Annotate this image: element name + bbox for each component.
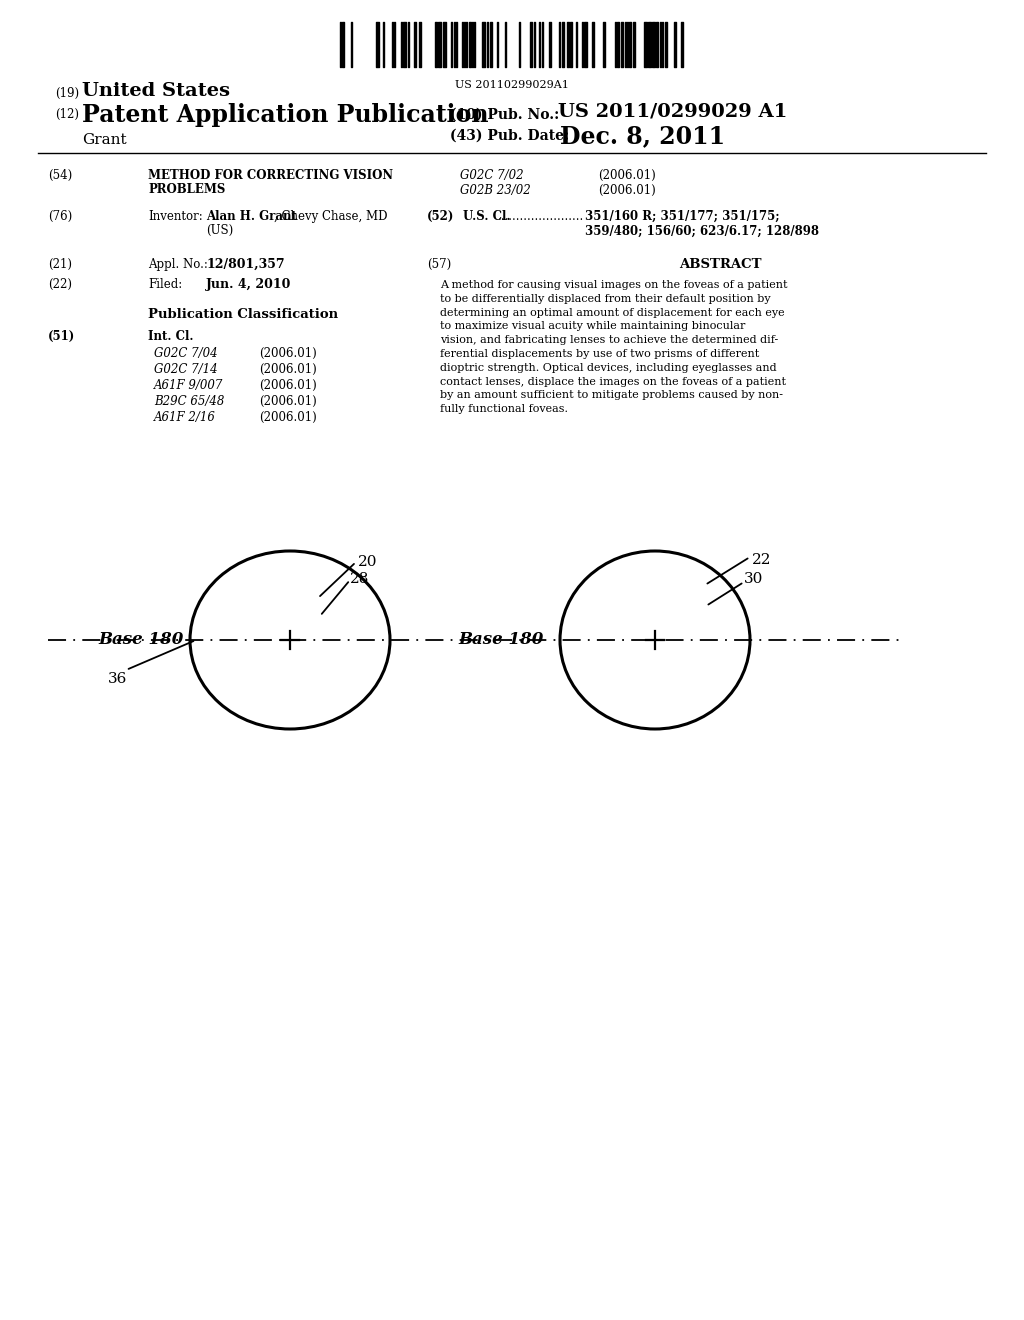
Text: US 2011/0299029 A1: US 2011/0299029 A1 <box>558 103 787 121</box>
Text: (52): (52) <box>427 210 455 223</box>
Text: G02C 7/02: G02C 7/02 <box>460 169 523 182</box>
Text: U.S. Cl.: U.S. Cl. <box>463 210 511 223</box>
Text: G02C 7/14: G02C 7/14 <box>154 363 218 376</box>
Text: (21): (21) <box>48 257 72 271</box>
Text: Dec. 8, 2011: Dec. 8, 2011 <box>560 124 725 148</box>
Text: Alan H. Grant: Alan H. Grant <box>206 210 297 223</box>
Text: (2006.01): (2006.01) <box>259 379 316 392</box>
Text: (US): (US) <box>206 224 233 238</box>
Text: A61F 9/007: A61F 9/007 <box>154 379 223 392</box>
Text: , Chevy Chase, MD: , Chevy Chase, MD <box>274 210 387 223</box>
Text: United States: United States <box>82 82 230 100</box>
Text: Publication Classification: Publication Classification <box>148 308 338 321</box>
Text: Jun. 4, 2010: Jun. 4, 2010 <box>206 279 292 290</box>
Text: Appl. No.:: Appl. No.: <box>148 257 208 271</box>
Text: (57): (57) <box>427 257 452 271</box>
Text: (76): (76) <box>48 210 73 223</box>
Text: A61F 2/16: A61F 2/16 <box>154 411 216 424</box>
Text: vision, and fabricating lenses to achieve the determined dif-: vision, and fabricating lenses to achiev… <box>440 335 778 346</box>
Text: Base 180: Base 180 <box>458 631 544 648</box>
Text: B29C 65/48: B29C 65/48 <box>154 395 224 408</box>
Text: 12/801,357: 12/801,357 <box>206 257 285 271</box>
Text: (54): (54) <box>48 169 73 182</box>
Text: 28: 28 <box>350 572 370 586</box>
Text: (43) Pub. Date:: (43) Pub. Date: <box>450 129 569 143</box>
Text: Inventor:: Inventor: <box>148 210 203 223</box>
Text: Patent Application Publication: Patent Application Publication <box>82 103 488 127</box>
Text: ferential displacements by use of two prisms of different: ferential displacements by use of two pr… <box>440 348 759 359</box>
Text: 359/480; 156/60; 623/6.17; 128/898: 359/480; 156/60; 623/6.17; 128/898 <box>585 224 819 238</box>
Text: (19): (19) <box>55 87 79 100</box>
Text: Int. Cl.: Int. Cl. <box>148 330 194 343</box>
Text: (2006.01): (2006.01) <box>259 411 316 424</box>
Text: (12): (12) <box>55 108 79 121</box>
Text: .......................: ....................... <box>498 210 585 223</box>
Text: (2006.01): (2006.01) <box>259 395 316 408</box>
Text: determining an optimal amount of displacement for each eye: determining an optimal amount of displac… <box>440 308 784 318</box>
Text: (10) Pub. No.:: (10) Pub. No.: <box>450 108 559 121</box>
Text: ABSTRACT: ABSTRACT <box>679 257 761 271</box>
Text: 351/160 R; 351/177; 351/175;: 351/160 R; 351/177; 351/175; <box>585 210 779 223</box>
Text: Filed:: Filed: <box>148 279 182 290</box>
Text: Base 180: Base 180 <box>98 631 183 648</box>
Text: G02B 23/02: G02B 23/02 <box>460 183 530 197</box>
Text: A method for causing visual images on the foveas of a patient: A method for causing visual images on th… <box>440 280 787 290</box>
Text: (2006.01): (2006.01) <box>598 183 655 197</box>
Text: G02C 7/04: G02C 7/04 <box>154 347 218 360</box>
Text: to be differentially displaced from their default position by: to be differentially displaced from thei… <box>440 294 771 304</box>
Text: (2006.01): (2006.01) <box>259 347 316 360</box>
Text: (22): (22) <box>48 279 72 290</box>
Text: by an amount sufficient to mitigate problems caused by non-: by an amount sufficient to mitigate prob… <box>440 391 783 400</box>
Text: METHOD FOR CORRECTING VISION: METHOD FOR CORRECTING VISION <box>148 169 393 182</box>
Text: to maximize visual acuity while maintaining binocular: to maximize visual acuity while maintain… <box>440 321 745 331</box>
Text: US 20110299029A1: US 20110299029A1 <box>455 81 569 90</box>
Text: dioptric strength. Optical devices, including eyeglasses and: dioptric strength. Optical devices, incl… <box>440 363 776 372</box>
Text: (51): (51) <box>48 330 75 343</box>
Text: 22: 22 <box>752 553 771 568</box>
Text: Grant: Grant <box>82 133 127 147</box>
Text: (2006.01): (2006.01) <box>598 169 655 182</box>
Text: fully functional foveas.: fully functional foveas. <box>440 404 568 414</box>
Text: contact lenses, displace the images on the foveas of a patient: contact lenses, displace the images on t… <box>440 376 786 387</box>
Text: 20: 20 <box>358 554 378 569</box>
Text: (2006.01): (2006.01) <box>259 363 316 376</box>
Text: 30: 30 <box>744 572 763 586</box>
Text: 36: 36 <box>108 672 127 686</box>
Text: PROBLEMS: PROBLEMS <box>148 183 225 195</box>
